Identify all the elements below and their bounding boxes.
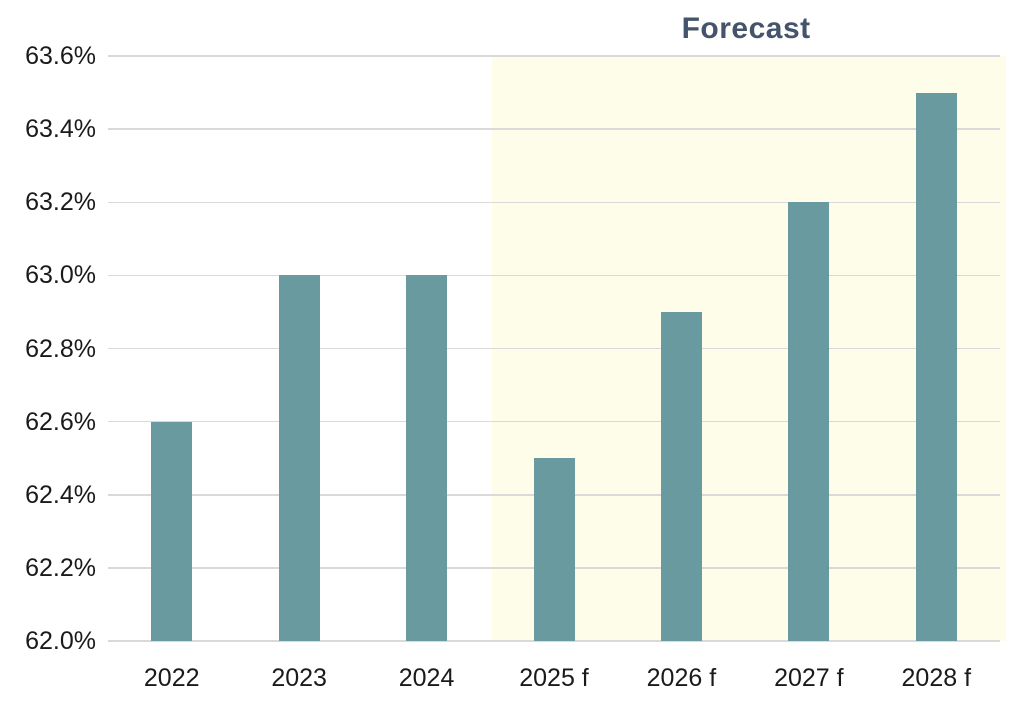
forecast-label: Forecast xyxy=(681,12,811,45)
gridline xyxy=(108,128,1000,130)
gridline xyxy=(108,55,1000,57)
y-tick-label: 62.2% xyxy=(25,553,96,582)
bar-2023 xyxy=(278,275,320,641)
bar-2025-f xyxy=(533,458,575,641)
x-tick-label: 2027 f xyxy=(774,664,844,692)
y-tick-label: 62.6% xyxy=(25,407,96,436)
bar-2027-f xyxy=(788,202,830,641)
y-tick-label: 62.8% xyxy=(25,334,96,363)
gridline xyxy=(108,274,1000,277)
y-tick-label: 63.4% xyxy=(25,115,96,144)
x-tick-label: 2026 f xyxy=(646,664,717,692)
x-tick-label: 2022 xyxy=(143,664,200,692)
y-tick-label: 63.2% xyxy=(25,188,96,217)
bar-2024 xyxy=(406,275,448,641)
bar-2028-f xyxy=(915,92,957,641)
y-tick-label: 63.0% xyxy=(25,261,96,290)
x-tick-label: 2028 f xyxy=(901,664,972,692)
x-tick-label: 2023 xyxy=(271,664,327,692)
gridline xyxy=(108,420,1000,423)
y-tick-label: 63.6% xyxy=(25,42,96,70)
gridline xyxy=(108,201,1000,203)
y-tick-label: 62.4% xyxy=(25,480,96,509)
x-tick-label: 2024 xyxy=(398,664,455,692)
y-tick-label: 62.0% xyxy=(25,627,96,655)
gridline xyxy=(108,347,1000,350)
x-tick-label: 2025 f xyxy=(519,664,589,692)
bar-2022 xyxy=(151,421,193,641)
bar-2026-f xyxy=(660,311,702,641)
gridline xyxy=(108,640,1000,642)
